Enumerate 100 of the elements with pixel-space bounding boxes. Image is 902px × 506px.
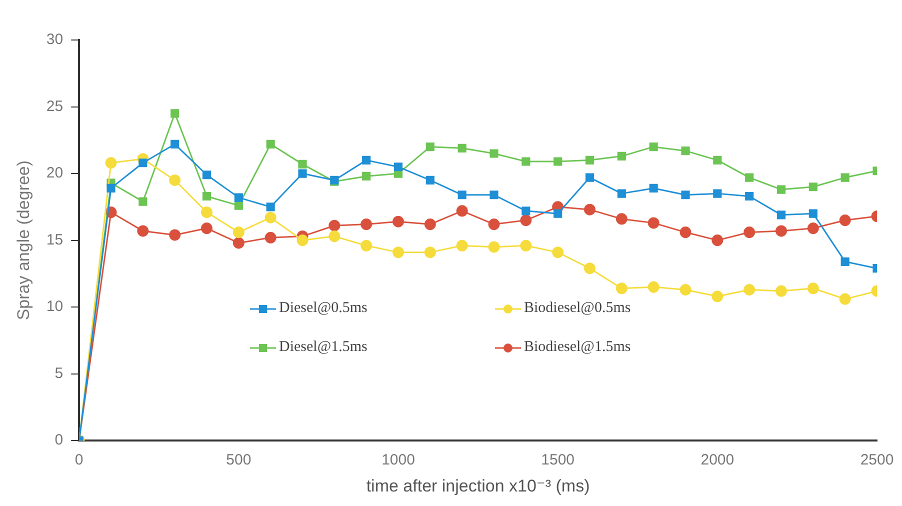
point: [296, 234, 308, 246]
point: [490, 149, 498, 158]
point: [776, 225, 787, 237]
point: [362, 172, 371, 180]
point: [648, 281, 660, 293]
point: [807, 222, 819, 234]
point: [648, 217, 660, 229]
point: [744, 284, 756, 296]
point: [458, 190, 466, 200]
point: [202, 170, 212, 180]
point: [394, 162, 403, 172]
point: [712, 234, 724, 246]
point: [105, 157, 117, 169]
point: [456, 205, 468, 217]
point: [170, 140, 180, 148]
point: [617, 189, 626, 198]
y-tick-label: 25: [46, 98, 64, 115]
point: [328, 220, 340, 232]
point: [106, 184, 116, 193]
point: [776, 210, 786, 220]
point: [585, 156, 594, 164]
point: [616, 213, 628, 225]
point: [456, 240, 468, 252]
point: [522, 206, 530, 216]
point: [360, 240, 372, 252]
point: [649, 142, 658, 152]
point: [490, 190, 498, 200]
x-tick-label: 2000: [700, 452, 734, 469]
point: [584, 204, 596, 216]
point: [360, 218, 372, 230]
point: [458, 144, 466, 152]
point: [234, 201, 243, 210]
y-tick-label: 10: [46, 298, 64, 316]
point: [424, 218, 436, 230]
point: [776, 185, 786, 194]
point: [554, 157, 562, 166]
x-axis-title: time after injection x10⁻³ (ms): [366, 476, 590, 496]
point: [264, 212, 276, 224]
point: [520, 214, 532, 226]
point: [713, 156, 722, 164]
point: [232, 226, 244, 238]
point: [169, 229, 181, 241]
point: [585, 173, 594, 182]
point: [554, 209, 562, 218]
point: [201, 206, 212, 218]
point: [520, 240, 532, 252]
point: [392, 216, 404, 228]
point: [232, 237, 244, 249]
point: [713, 189, 722, 198]
legend-label: Diesel@1.5ms: [279, 339, 368, 356]
legend-label: Biodiesel@1.5ms: [524, 339, 631, 356]
point: [488, 218, 500, 230]
point: [426, 142, 434, 152]
point: [201, 222, 212, 234]
x-tick-label: 1000: [382, 452, 415, 469]
x-tick-label: 2500: [860, 452, 894, 469]
point: [839, 214, 851, 226]
y-tick-label: 15: [46, 231, 64, 248]
point: [840, 173, 850, 182]
point: [234, 193, 243, 202]
point: [266, 140, 275, 148]
point: [616, 282, 628, 294]
point: [202, 192, 212, 201]
legend-label: Biodiesel@0.5ms: [524, 300, 631, 317]
point: [392, 246, 404, 258]
point: [424, 246, 436, 258]
point: [488, 241, 500, 253]
point: [745, 192, 754, 201]
point: [839, 293, 851, 305]
point: [426, 176, 434, 184]
point: [712, 290, 724, 302]
point: [808, 209, 818, 218]
y-tick-label: 0: [54, 432, 64, 449]
point: [745, 173, 754, 182]
point: [744, 226, 756, 238]
x-tick-label: 0: [74, 452, 84, 469]
y-tick-label: 5: [54, 364, 64, 382]
point: [840, 257, 850, 266]
point: [776, 285, 787, 297]
y-tick-label: 30: [46, 31, 64, 48]
point: [552, 246, 564, 258]
point: [298, 169, 307, 178]
point: [808, 182, 818, 192]
point: [807, 282, 819, 294]
point: [137, 225, 149, 237]
point: [522, 157, 530, 166]
x-tick-label: 500: [226, 452, 252, 469]
point: [169, 174, 181, 186]
point: [649, 184, 658, 193]
point: [617, 152, 626, 160]
point: [328, 230, 340, 242]
point: [680, 226, 692, 238]
legend-label: Diesel@0.5ms: [279, 300, 368, 317]
point: [138, 158, 148, 168]
y-tick-label: 20: [46, 164, 64, 182]
point: [170, 109, 180, 118]
point: [681, 146, 690, 156]
point: [266, 202, 275, 212]
point: [362, 156, 371, 164]
point: [584, 262, 596, 274]
